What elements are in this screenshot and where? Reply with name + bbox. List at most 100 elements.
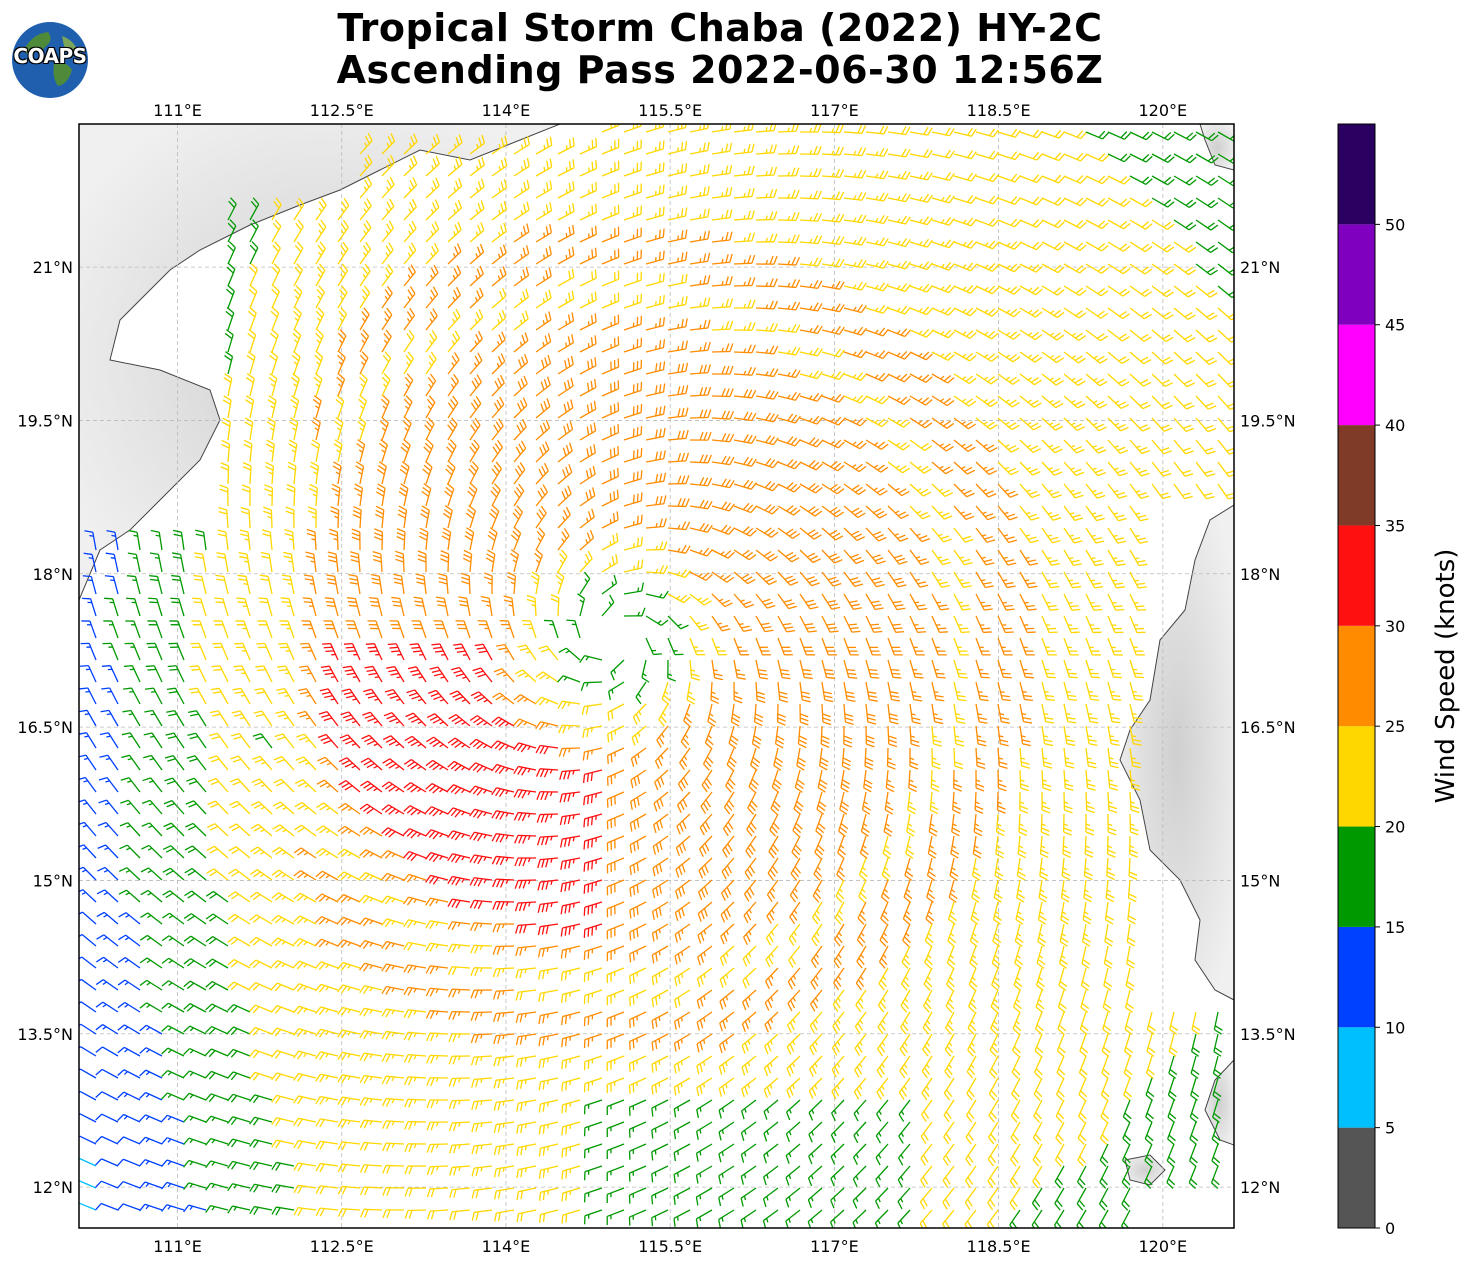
wind-barb: [579, 181, 598, 199]
colorbar-segment: [1338, 224, 1375, 325]
wind-barb: [909, 328, 933, 338]
wind-barb: [645, 250, 665, 265]
wind-barb: [843, 349, 867, 359]
wind-barb: [1151, 351, 1174, 365]
wind-barb: [997, 395, 1020, 408]
wind-barb: [645, 206, 665, 221]
wind-barb: [315, 285, 326, 309]
wind-barb: [293, 219, 304, 243]
wind-barb: [645, 228, 665, 243]
wind-barb: [755, 255, 778, 265]
wind-barb: [359, 132, 373, 155]
wind-barb: [447, 134, 463, 155]
wind-barb: [1173, 197, 1197, 208]
wind-barb: [491, 353, 506, 375]
wind-barb: [447, 177, 463, 199]
wind-barb: [1195, 329, 1218, 343]
lon-tick-label-top: 111°E: [153, 101, 202, 120]
wind-barb: [667, 251, 688, 265]
wind-barb: [931, 307, 955, 316]
wind-barb: [1129, 263, 1153, 275]
wind-barb: [579, 203, 597, 221]
wind-barb: [227, 197, 237, 221]
wind-barb: [469, 243, 485, 265]
wind-barb: [469, 178, 485, 199]
wind-barb: [1041, 174, 1065, 184]
wind-barb: [1107, 395, 1130, 409]
wind-barb: [755, 233, 778, 243]
wind-barb: [491, 157, 508, 177]
lon-ticks-bottom: 111°E 112.5°E 114°E 115.5°E 117°E 118.5°E 120°…: [153, 1237, 1187, 1256]
wind-barb: [491, 179, 508, 199]
wind-barb: [381, 285, 393, 309]
wind-barb: [224, 329, 234, 353]
wind-barb: [425, 155, 440, 177]
wind-barb: [975, 285, 999, 295]
lon-tick-label-top: 118.5°E: [967, 101, 1031, 120]
wind-barb: [425, 133, 441, 155]
wind-barb: [887, 260, 911, 270]
wind-barb: [997, 128, 1021, 138]
wind-barb: [733, 124, 754, 133]
wind-barb: [997, 241, 1021, 250]
wind-barb: [447, 156, 463, 177]
wind-barb: [359, 329, 370, 353]
wind-barb: [821, 393, 845, 403]
wind-barb: [226, 263, 236, 287]
wind-barb: [887, 215, 911, 225]
wind-barb: [491, 309, 507, 331]
wind-barb: [246, 351, 256, 375]
wind-barb: [601, 204, 620, 221]
wind-barb: [645, 383, 666, 397]
lon-tick-label-top: 115.5°E: [638, 101, 702, 120]
land-layer: [79, 124, 1234, 1186]
wind-barb: [1151, 263, 1175, 275]
wind-barb: [623, 183, 642, 199]
wind-barb: [1085, 130, 1109, 140]
wind-barb: [1107, 153, 1131, 163]
wind-barb: [1195, 153, 1219, 164]
wind-barb: [1107, 197, 1131, 208]
lat-tick-label-left: 13.5°N: [17, 1025, 73, 1044]
wind-barb: [1019, 174, 1043, 184]
wind-barb: [799, 145, 822, 155]
wind-barb: [645, 339, 666, 353]
wind-barb: [865, 282, 889, 292]
wind-barb: [1129, 307, 1152, 320]
wind-barb: [997, 351, 1021, 363]
wind-barb: [975, 307, 999, 317]
wind-barb: [623, 337, 643, 353]
wind-barb: [1063, 329, 1087, 341]
wind-barb: [601, 138, 620, 155]
wind-barb: [579, 247, 597, 265]
wind-barb: [381, 154, 395, 177]
wind-barb: [1107, 175, 1131, 185]
wind-barb: [249, 197, 260, 221]
wind-barb: [359, 263, 371, 287]
wind-barb: [1063, 219, 1087, 229]
wind-barb: [821, 235, 845, 245]
wind-barb: [315, 219, 327, 243]
wind-barb: [865, 327, 889, 337]
wind-barb: [689, 164, 710, 177]
wind-barb: [1151, 241, 1175, 253]
wind-barb: [601, 182, 620, 199]
wind-barb: [865, 395, 889, 405]
wind-barb: [469, 309, 484, 331]
wind-barb: [491, 200, 508, 221]
wind-barb: [843, 259, 867, 269]
wind-barb: [491, 266, 507, 287]
wind-barb: [247, 329, 257, 353]
wind-barb: [733, 232, 756, 243]
wind-barb: [469, 265, 484, 287]
wind-barb: [777, 234, 800, 244]
wind-barb: [557, 334, 575, 353]
wind-barb: [997, 373, 1021, 385]
wind-barb: [359, 351, 369, 375]
wind-barb: [689, 341, 711, 353]
wind-barb: [1173, 285, 1196, 298]
wind-barb: [447, 352, 460, 375]
wind-barb: [1041, 263, 1065, 274]
wind-barb: [1085, 263, 1109, 274]
wind-barb: [1019, 196, 1043, 206]
